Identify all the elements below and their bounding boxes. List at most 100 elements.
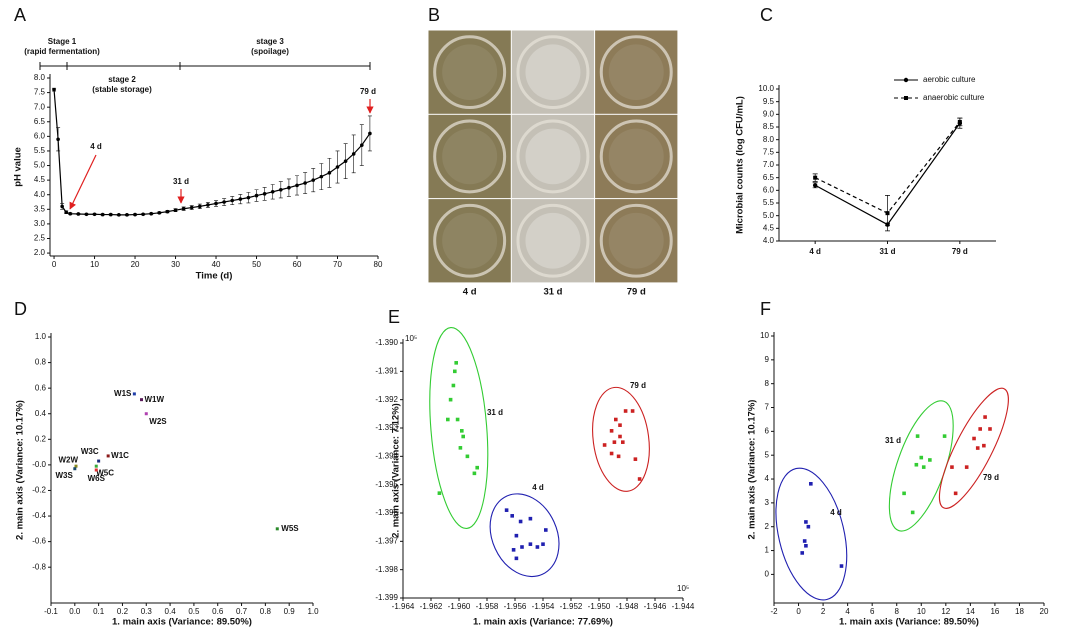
y-tick-label: 4 (765, 474, 770, 483)
y-tick-label: 2.5 (34, 234, 46, 243)
data-point (618, 434, 622, 439)
data-point (198, 204, 202, 209)
y-axis-label: 2. main axis (Variance: 10.17%) (15, 400, 26, 540)
x-tick-label: 0.3 (141, 607, 153, 616)
y-axis-label: 2. main axis (Variance: 10.17%) (747, 400, 758, 540)
data-point (616, 454, 621, 459)
data-point (132, 392, 136, 396)
y-tick-label: 2.0 (34, 248, 46, 257)
y-tick-label: -1.397 (375, 536, 398, 545)
photo-jar (433, 203, 507, 278)
x-tick-label: 31 d (879, 247, 895, 256)
data-point (311, 178, 316, 182)
cluster-ellipse (775, 467, 848, 601)
cluster-label: 79 d (630, 381, 646, 390)
y-tick-label: 4.0 (763, 236, 775, 245)
x-tick-label: -2 (770, 607, 778, 616)
data-point (518, 519, 523, 524)
y-tick-label: 0.6 (35, 383, 47, 392)
y-tick-label: 7.5 (763, 147, 775, 156)
data-point (914, 462, 919, 467)
photo-jar (433, 35, 507, 110)
point-label: W6S (88, 474, 106, 483)
data-point (446, 417, 450, 422)
y-tick-label: 9 (765, 355, 770, 364)
data-point (76, 212, 81, 216)
stage-label: (stable storage) (92, 85, 152, 94)
data-point (254, 193, 259, 198)
data-point (885, 211, 890, 216)
x-tick-label: 0 (796, 607, 801, 616)
data-point (453, 369, 457, 374)
y-tick-label: 4.5 (763, 223, 775, 232)
point-label: W3S (55, 471, 73, 480)
data-point (475, 465, 479, 470)
data-point (437, 491, 442, 495)
cluster-ellipse (489, 493, 560, 578)
data-point (97, 459, 101, 463)
cluster-label: 31 d (885, 436, 901, 445)
x-tick-label: 0.2 (117, 607, 129, 616)
panel-letter: D (14, 299, 27, 319)
x-tick-label: -1.964 (392, 602, 415, 611)
cluster-ellipse (938, 387, 1009, 509)
point-label: W2S (149, 417, 167, 426)
photo-jar (599, 119, 673, 194)
y-tick-label: -0.2 (32, 486, 46, 495)
data-point (222, 200, 226, 204)
x-tick-label: 4 d (809, 247, 821, 256)
data-point (451, 383, 456, 388)
y-tick-label: 3.5 (34, 204, 46, 213)
panel-letter: B (428, 5, 440, 25)
x-axis-label: 1. main axis (Variance: 89.50%) (839, 617, 979, 628)
data-point (246, 195, 251, 200)
y-tick-label: -1.394 (375, 451, 398, 460)
y-axis-label: Microbial counts (log CFU/mL) (735, 96, 746, 234)
x-tick-label: 18 (1015, 607, 1024, 616)
x-tick-label: 0 (52, 260, 57, 269)
point-label: W1C (111, 451, 129, 460)
photo-jar (516, 35, 590, 110)
x-tick-label: 4 (845, 607, 850, 616)
stage-label: (rapid fermentation) (24, 47, 100, 56)
data-point (621, 440, 625, 444)
x-axis-label: Time (d) (196, 271, 233, 282)
data-point (343, 159, 348, 163)
x-tick-label: 0.7 (236, 607, 248, 616)
data-point (528, 516, 533, 521)
y-tick-label: 6.5 (34, 117, 46, 126)
point-label: W2W (58, 455, 78, 464)
y-tick-label: 7.0 (763, 160, 775, 169)
data-point (144, 412, 148, 416)
data-point (535, 545, 540, 549)
data-point (335, 165, 340, 169)
data-point (368, 131, 372, 136)
x-multiplier: 10⁵ (677, 584, 689, 593)
data-point (94, 464, 98, 468)
data-point (84, 212, 89, 217)
data-point (92, 212, 97, 217)
data-point (74, 464, 78, 468)
stage-label: stage 3 (256, 37, 284, 46)
y-tick-label: 9.0 (763, 109, 775, 118)
data-point (983, 415, 987, 419)
data-point (455, 417, 460, 422)
data-point (612, 440, 617, 444)
photo (511, 199, 595, 283)
photo-jar (599, 35, 673, 110)
data-point (964, 465, 969, 469)
data-point (448, 397, 453, 402)
x-tick-label: -1.954 (532, 602, 555, 611)
data-point (809, 482, 813, 486)
x-tick-label: 1.0 (307, 607, 319, 616)
y-tick-label: -0.4 (32, 511, 46, 520)
column-label: 31 d (543, 287, 562, 298)
data-point (165, 209, 170, 214)
annotation: 79 d (360, 87, 376, 96)
data-point (802, 539, 807, 543)
y-tick-label: 7 (765, 403, 770, 412)
x-tick-label: -1.950 (588, 602, 611, 611)
photo (428, 114, 511, 199)
panel-letter: F (760, 299, 771, 319)
